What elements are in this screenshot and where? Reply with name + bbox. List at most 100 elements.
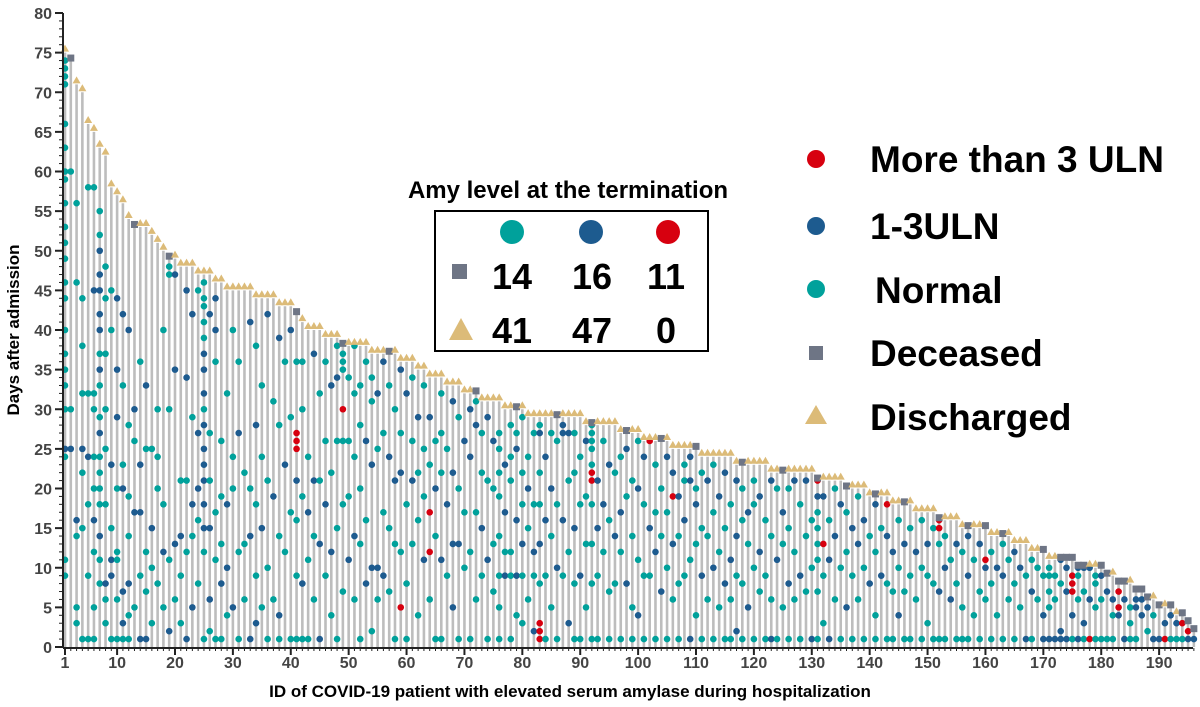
amylase-dot-155-1 [953, 635, 960, 643]
discharged-marker-35 [257, 290, 266, 298]
amylase-dot-136-17 [843, 508, 850, 516]
amylase-dot-22-34 [183, 374, 190, 381]
amylase-dot-79-16 [513, 516, 520, 524]
amylase-dot-143-8 [883, 580, 891, 587]
amylase-dot-98-19 [623, 493, 630, 500]
amylase-dot-91-26 [582, 437, 590, 445]
amylase-dot-76-9 [495, 572, 503, 579]
amylase-dot-33-41 [246, 318, 254, 326]
amylase-dot-57-33 [385, 382, 393, 389]
amylase-dot-189-4 [1150, 612, 1157, 619]
y-tick-label: 10 [34, 561, 52, 578]
amylase-dot-55-6 [374, 596, 381, 603]
x-tick-label: 150 [914, 655, 941, 672]
amylase-dot-142-15 [877, 524, 885, 532]
amylase-dot-15-7 [142, 588, 150, 595]
amylase-dot-45-32 [316, 390, 324, 397]
amylase-dot-11-23 [119, 461, 127, 469]
amylase-dot-101-18 [640, 501, 648, 508]
amylase-dot-18-5 [160, 604, 167, 611]
amylase-dot-190-1 [1155, 635, 1163, 643]
discharged-marker-106 [668, 440, 677, 448]
discharged-marker-29 [223, 282, 232, 290]
amylase-dot-10-20 [113, 485, 121, 492]
legend-discharged-marker [805, 405, 827, 424]
discharged-marker-127 [790, 464, 799, 472]
discharged-marker-147 [906, 496, 915, 504]
amylase-dot-8-3 [102, 619, 109, 627]
amylase-dot-114-5 [715, 604, 723, 611]
amylase-dot-27-1 [212, 635, 219, 643]
deceased-marker-72 [472, 387, 480, 395]
amylase-dot-162-10 [993, 564, 1001, 572]
amylase-dot-4-25 [79, 445, 86, 453]
amylase-dot-71-1 [466, 635, 474, 643]
amylase-dot-47-4 [327, 612, 335, 619]
discharged-marker-15 [142, 218, 151, 226]
amylase-dot-51-24 [351, 453, 358, 461]
amylase-dot-131-19 [814, 493, 821, 500]
amylase-dot-74-29 [484, 413, 491, 421]
amylase-dot-21-21 [177, 477, 185, 484]
amylase-dot-130-16 [808, 516, 816, 524]
amylase-dot-41-16 [293, 516, 300, 524]
amylase-dot-81-20 [524, 485, 532, 492]
amylase-dot-80-3 [519, 619, 526, 627]
discharged-marker-107 [674, 440, 683, 448]
amylase-dot-59-12 [397, 548, 405, 556]
amylase-dot-120-21 [750, 477, 758, 484]
amylase-dot-99-21 [629, 477, 636, 484]
discharged-marker-88 [564, 409, 573, 417]
amylase-dot-3-3 [73, 619, 80, 627]
amylase-dot-6-45 [90, 287, 98, 294]
discharged-marker-121 [755, 456, 764, 464]
amylase-dot-25-32 [200, 390, 208, 397]
amylase-dot-43-11 [304, 556, 312, 564]
discharged-marker-27 [211, 274, 220, 282]
amylase-dot-71-24 [466, 453, 474, 461]
discharged-marker-21 [176, 258, 185, 266]
amylase-dot-90-18 [576, 501, 584, 508]
amylase-dot-192-1 [1167, 635, 1174, 643]
amylase-dot-168-11 [1028, 556, 1036, 564]
discharged-marker-189 [1149, 591, 1158, 599]
discharged-marker-114 [715, 448, 724, 456]
amylase-dot-61-13 [409, 540, 416, 548]
amylase-dot-77-17 [501, 508, 509, 516]
amylase-dot-131-17 [814, 508, 821, 516]
amylase-dot-7-33 [96, 382, 104, 389]
y-tick-label: 5 [43, 600, 52, 617]
amylase-dot-119-13 [744, 540, 752, 548]
amylase-dot-122-1 [762, 635, 769, 643]
discharged-marker-66 [437, 369, 446, 377]
amylase-dot-10-1 [113, 635, 121, 643]
amylase-dot-27-36 [212, 358, 219, 366]
amylase-dot-82-18 [530, 501, 538, 508]
discharged-marker-52 [356, 337, 365, 345]
amylase-dot-131-15 [814, 524, 821, 532]
amylase-dot-49-37 [339, 350, 347, 358]
amylase-dot-89-1 [571, 635, 578, 643]
amylase-dot-124-11 [773, 556, 781, 564]
amylase-dot-179-5 [1092, 604, 1099, 611]
amylase-dot-7-42 [96, 310, 104, 318]
amylase-dot-113-1 [710, 635, 717, 643]
amylase-dot-155-13 [953, 540, 960, 548]
discharged-marker-130 [807, 464, 816, 472]
amylase-dot-106-6 [669, 596, 677, 603]
amylase-dot-16-25 [148, 445, 156, 453]
amylase-dot-10-44 [113, 295, 121, 302]
discharged-marker-11 [118, 195, 127, 203]
amylase-dot-57-24 [385, 453, 393, 461]
amylase-dot-184-1 [1121, 635, 1128, 643]
amylase-dot-106-22 [669, 469, 677, 476]
amylase-dot-139-16 [860, 516, 868, 524]
discharged-marker-116 [726, 448, 735, 456]
amylase-dot-12-19 [125, 493, 132, 500]
discharged-marker-87 [558, 409, 567, 417]
amylase-dot-7-45 [96, 287, 104, 294]
deceased-marker-157 [964, 522, 972, 530]
amylase-dot-167-1 [1022, 635, 1030, 643]
discharged-marker-26 [205, 266, 214, 274]
deceased-marker-184 [1120, 577, 1128, 585]
